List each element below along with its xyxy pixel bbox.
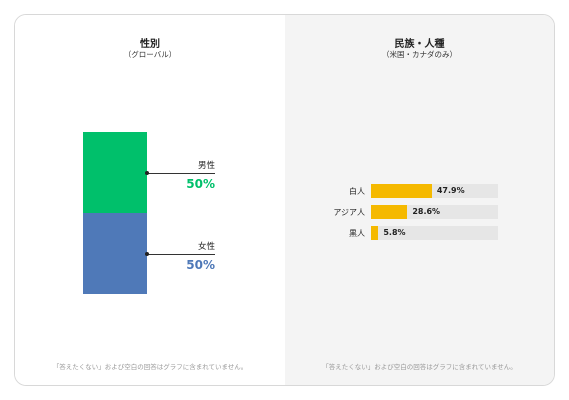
ethnicity-value-label: 28.6% [412, 207, 441, 216]
gender-bar-female [83, 213, 147, 294]
ethnicity-bar [371, 205, 408, 219]
gender-percent-male: 50% [186, 176, 215, 191]
ethnicity-footnote: 「答えたくない」および空白の回答はグラフに含まれていません。 [322, 363, 517, 371]
gender-title: 性別 [140, 39, 160, 50]
gender-label-female: 女性 [197, 241, 215, 252]
gender-bar-male [83, 132, 147, 213]
gender-subtitle: （グローバル） [123, 50, 177, 59]
ethnicity-label: 白人 [349, 187, 365, 196]
ethnicity-panel: 民族・人種 （米国・カナダのみ） 白人 47.9% アジア人 28.6% 黒人 5.8% … [285, 15, 554, 385]
gender-leader-male [147, 172, 215, 174]
gender-percent-female: 50% [186, 257, 215, 272]
ethnicity-label: 黒人 [349, 229, 365, 238]
ethnicity-title: 民族・人種 [394, 39, 445, 50]
gender-panel: 性別 （グローバル） 男性 50% 女性 50% 「答えたくない」および空白の回答はグ… [15, 15, 285, 385]
gender-leader-female [147, 253, 215, 255]
ethnicity-value-label: 47.9% [436, 186, 465, 195]
ethnicity-bar [371, 184, 432, 198]
gender-footnote: 「答えたくない」および空白の回答はグラフに含まれていません。 [52, 363, 248, 371]
ethnicity-value-label: 5.8% [383, 228, 406, 237]
ethnicity-label: アジア人 [333, 208, 365, 217]
ethnicity-bar-track [371, 226, 498, 240]
gender-leader-dot [145, 251, 149, 256]
gender-label-male: 男性 [197, 160, 215, 171]
ethnicity-bar [371, 226, 379, 240]
ethnicity-subtitle: （米国・カナダのみ） [382, 50, 457, 59]
gender-leader-dot [145, 170, 149, 175]
demographics-card: 性別 （グローバル） 男性 50% 女性 50% 「答えたくない」および空白の回答はグ… [14, 14, 555, 386]
